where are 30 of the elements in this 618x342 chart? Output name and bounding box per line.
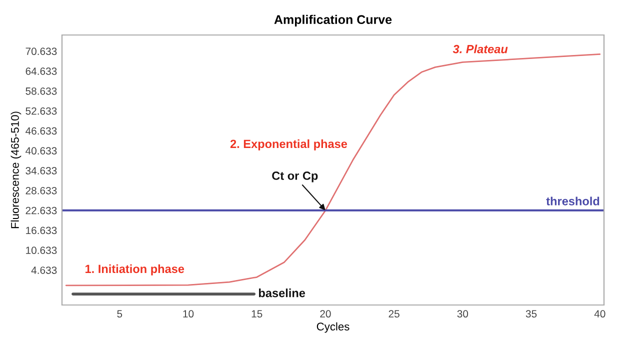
y-tick-label: 46.633 [26,127,57,135]
y-tick-label: 64.633 [26,68,57,75]
ref-line-label: threshold [546,196,600,206]
x-tick-label: 30 [457,310,468,318]
annotation: 1. Initiation phase [86,264,184,276]
y-tick-label: 40.633 [26,147,57,155]
y-tick-label: 52.633 [26,107,57,115]
y-tick-label: 58.633 [26,87,57,95]
series-label: baseline [258,288,306,298]
annotation: 3. Plateau [452,44,508,54]
x-tick-label: 20 [320,310,331,318]
y-tick-label: 34.633 [26,167,57,174]
x-tick-label: 5 [117,310,122,318]
x-tick-label: 15 [252,310,262,318]
y-tick-label: 28.633 [26,186,57,194]
line-series [65,54,601,286]
x-tick-label: 10 [183,310,194,318]
y-tick-label: 10.633 [26,246,57,254]
chart-title: Amplification Curve [274,14,392,26]
x-tick-label: 35 [526,310,537,318]
annotation: 2. Exponential phase [230,139,348,150]
x-tick-label: 25 [388,310,400,318]
annotation: Ct or Cp [272,172,318,182]
y-tick-label: 4.633 [31,266,57,274]
y-tick-label: 70.633 [26,48,57,56]
y-tick-label: 22.633 [26,206,57,214]
x-axis-title: Cycles [316,322,350,333]
x-tick-label: 40 [594,310,606,318]
y-axis-title: Fluorescence (465-510) [10,112,22,228]
y-tick-label: 16.633 [26,226,57,234]
